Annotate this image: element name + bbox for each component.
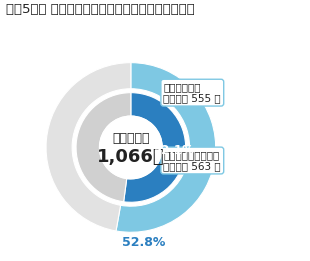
Text: 大学の総数: 大学の総数 — [112, 132, 150, 145]
Text: 52.8%: 52.8% — [122, 236, 166, 249]
Wedge shape — [124, 93, 186, 202]
Circle shape — [100, 116, 162, 179]
Text: 令和5年度 大学・短期大学における文章検活用校数: 令和5年度 大学・短期大学における文章検活用校数 — [6, 3, 195, 16]
Wedge shape — [116, 63, 216, 232]
Wedge shape — [46, 63, 131, 231]
Text: 1,066校: 1,066校 — [97, 148, 165, 165]
Text: 入試評価以外を含む
活用校数 563 校: 入試評価以外を含む 活用校数 563 校 — [163, 150, 221, 171]
Text: 52.1%: 52.1% — [153, 144, 194, 157]
Text: 入試における
評価校数 555 校: 入試における 評価校数 555 校 — [163, 82, 221, 103]
Wedge shape — [76, 93, 131, 202]
